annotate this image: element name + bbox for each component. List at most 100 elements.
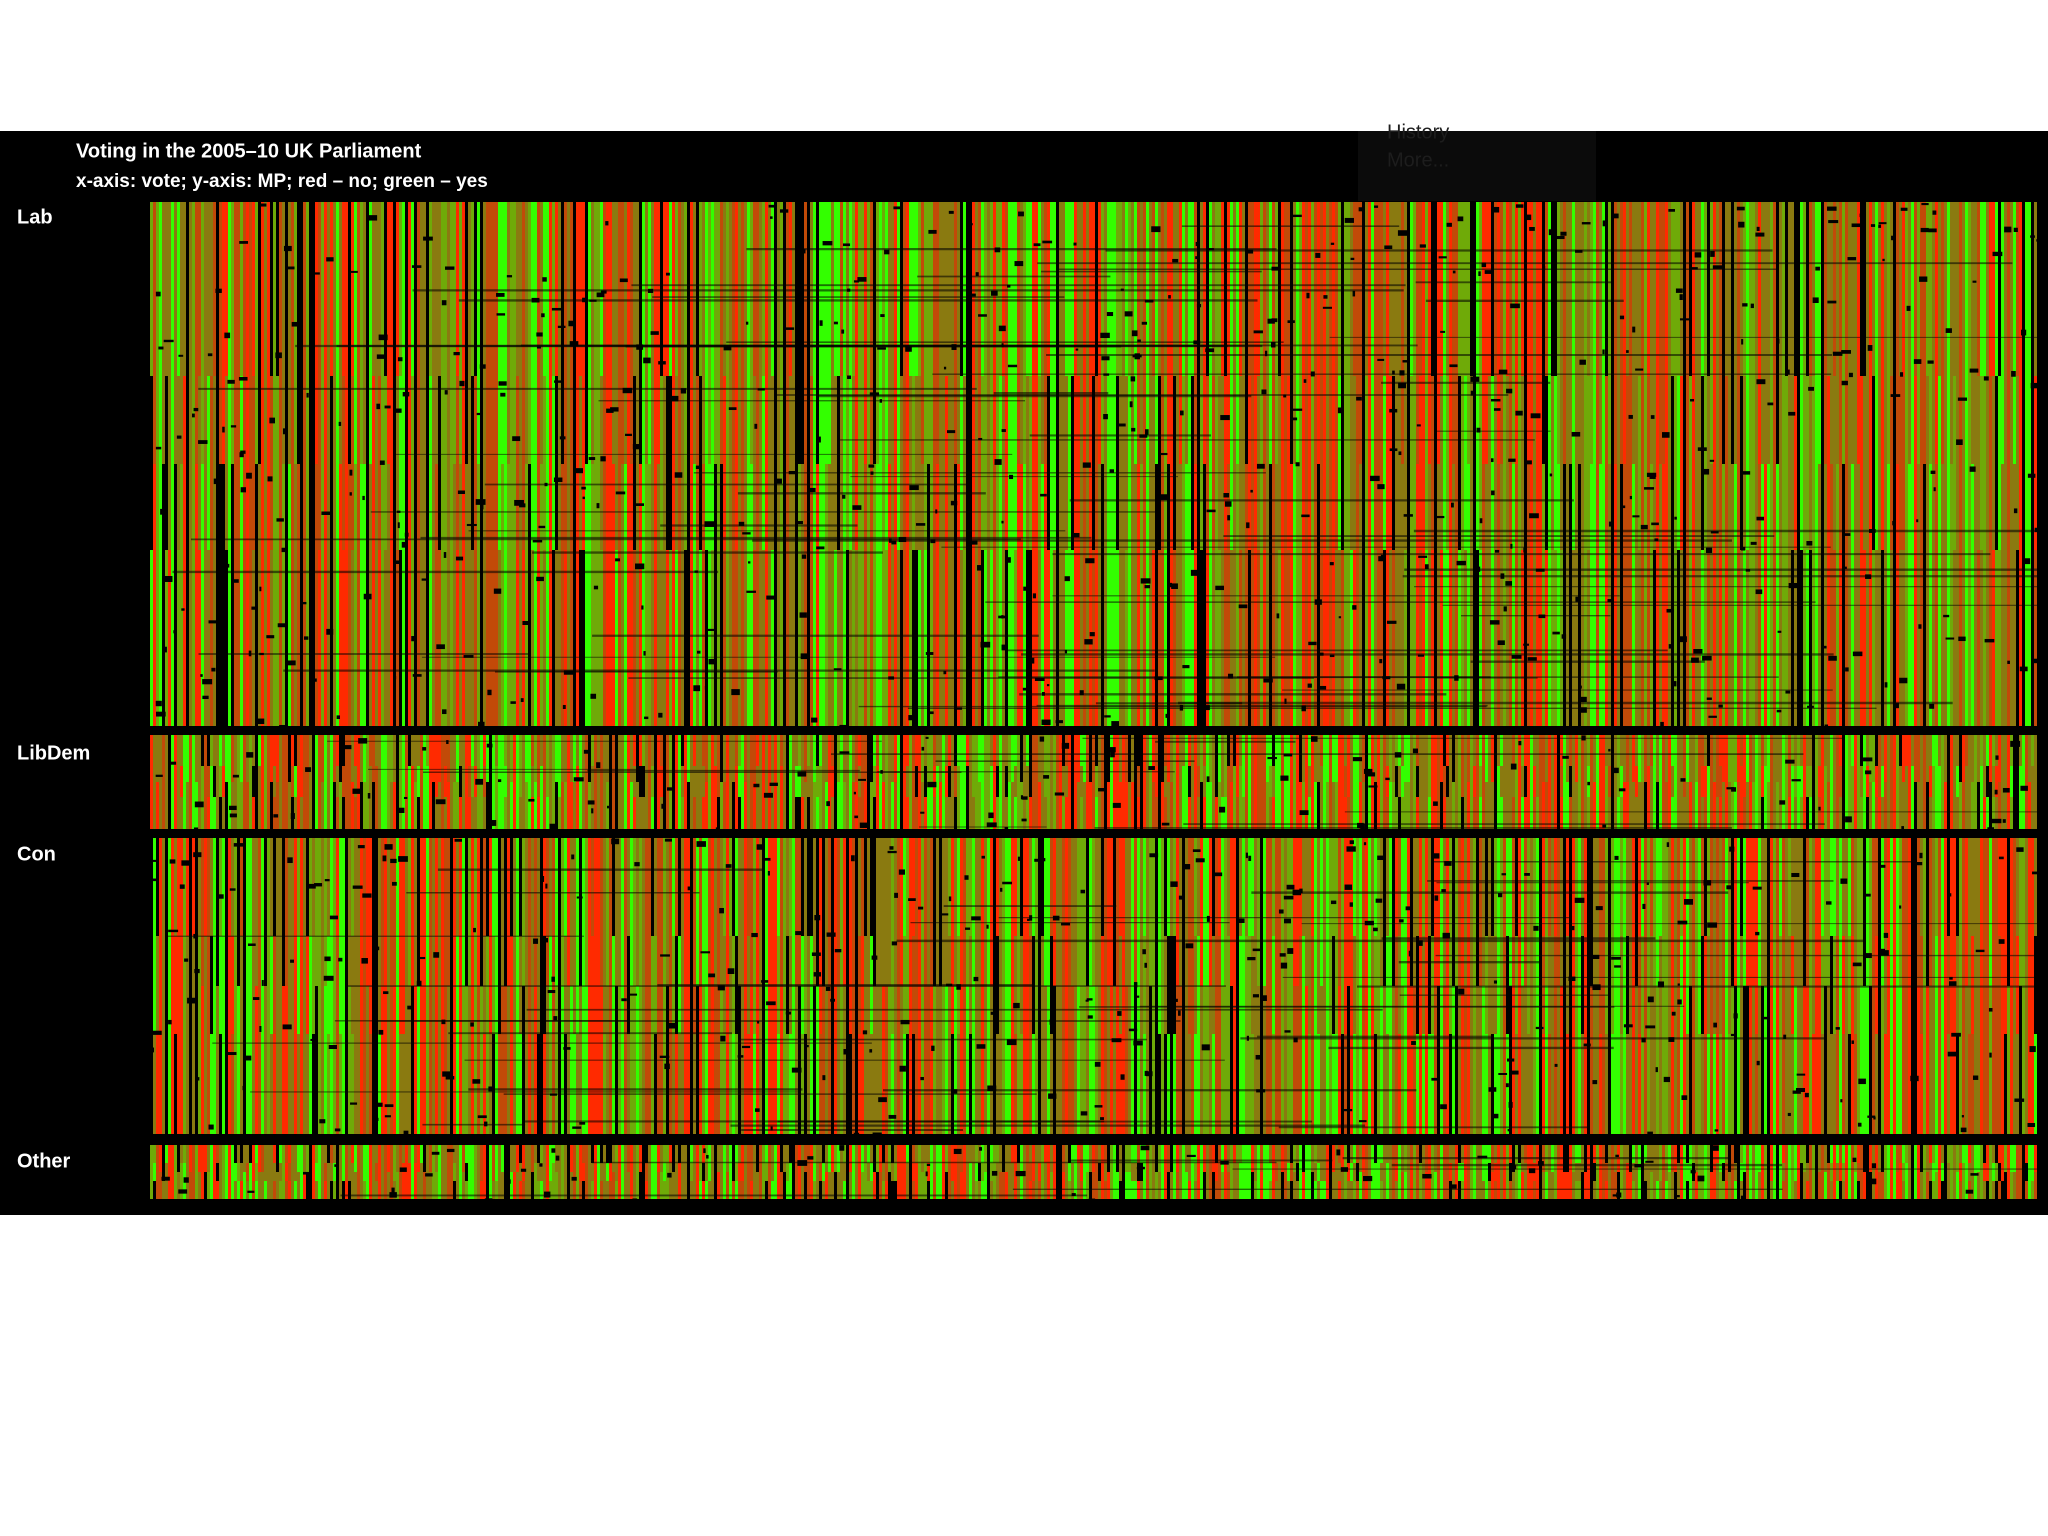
heat-cell: [1578, 735, 1581, 829]
heat-cell: [1365, 782, 1368, 829]
heat-cell: [2019, 986, 2022, 1134]
absence: [1845, 667, 1849, 672]
heat-cell: [438, 782, 441, 829]
heat-cell: [543, 838, 546, 936]
heat-cell: [174, 735, 177, 829]
heat-cell: [1635, 464, 1638, 726]
heat-cell: [1707, 766, 1710, 797]
menu-item[interactable]: History: [1387, 121, 1449, 143]
heat-cell: [591, 735, 594, 766]
heat-cell: [234, 1145, 237, 1163]
absence: [528, 798, 535, 802]
heat-cell: [966, 838, 969, 986]
heat-cell: [1995, 766, 1998, 797]
absence: [152, 878, 157, 882]
heat-cell: [1173, 766, 1176, 797]
heat-cell: [510, 782, 513, 829]
absence: [1368, 785, 1378, 788]
absence: [1890, 394, 1901, 397]
heat-cell: [1134, 735, 1137, 829]
absence: [1458, 988, 1465, 995]
heat-cell: [471, 202, 474, 376]
heat-cell: [648, 464, 651, 726]
absence: [1498, 1072, 1508, 1076]
heat-cell: [1587, 735, 1590, 766]
heat-cell: [1443, 986, 1446, 1134]
heat-cell: [969, 735, 972, 829]
heat-cell: [489, 464, 492, 726]
heat-cell: [171, 202, 174, 464]
heat-cell: [1839, 797, 1842, 829]
heat-cell: [1548, 1034, 1551, 1134]
heat-cell: [714, 838, 717, 986]
heat-cell: [2028, 782, 2031, 829]
heat-cell: [1680, 1034, 1683, 1134]
heat-cell: [723, 1034, 726, 1134]
heat-cell: [531, 550, 534, 726]
heat-cell: [1908, 838, 1911, 986]
heat-cell: [1155, 202, 1158, 464]
heat-cell: [2004, 838, 2007, 936]
heat-cell: [1497, 464, 1500, 726]
heat-cell: [231, 1145, 234, 1199]
heat-cell: [1788, 202, 1791, 464]
heat-cell: [924, 202, 927, 376]
heat-cell: [381, 202, 384, 464]
heat-cell: [1995, 550, 1998, 726]
absence: [1202, 567, 1207, 571]
absence: [889, 846, 894, 850]
heat-cell: [1542, 1034, 1545, 1134]
heat-cell: [1224, 202, 1227, 376]
heat-cell: [1095, 376, 1098, 550]
heat-cell: [1641, 735, 1644, 782]
heat-cell: [1938, 735, 1941, 766]
heat-cell: [1977, 782, 1980, 829]
heat-cell: [618, 735, 621, 782]
heat-cell: [645, 838, 648, 986]
heat-cell: [1998, 550, 2001, 726]
absence: [986, 822, 997, 828]
heat-cell: [1173, 202, 1176, 376]
heat-cell: [1806, 202, 1809, 376]
heat-cell: [696, 202, 699, 376]
absence: [229, 805, 237, 811]
absence: [1702, 655, 1712, 661]
heat-cell: [1314, 735, 1317, 782]
heat-cell: [2019, 797, 2022, 829]
heat-cell: [1077, 376, 1080, 550]
heat-cell: [1605, 1034, 1608, 1134]
heat-cell: [285, 838, 288, 986]
heat-cell: [468, 735, 471, 766]
heat-cell: [810, 838, 813, 936]
heat-cell: [438, 735, 441, 782]
heat-cell: [555, 838, 558, 986]
heat-cell: [1023, 838, 1026, 986]
heat-cell: [651, 464, 654, 726]
menu-item[interactable]: More...: [1387, 149, 1449, 171]
absence: [1344, 884, 1353, 890]
heat-cell: [1596, 735, 1599, 782]
absence: [952, 1089, 958, 1094]
heat-cell: [1443, 766, 1446, 797]
heat-cell: [1032, 202, 1035, 464]
heat-cell: [1731, 782, 1734, 829]
heat-cell: [1830, 464, 1833, 726]
heat-cell: [1491, 1034, 1494, 1134]
heat-cell: [735, 797, 738, 829]
heat-cell: [1230, 782, 1233, 829]
heat-cell: [978, 202, 981, 726]
heat-cell: [1587, 202, 1590, 376]
heat-cell: [1173, 936, 1176, 1034]
heat-cell: [1719, 376, 1722, 550]
absence: [833, 321, 838, 325]
heat-cell: [1404, 986, 1407, 1134]
absence: [1878, 222, 1887, 225]
heat-cell: [738, 797, 741, 829]
heat-cell: [1137, 735, 1140, 766]
heat-cell: [1689, 986, 1692, 1134]
heat-cell: [1884, 782, 1887, 829]
absence: [1043, 775, 1050, 779]
heat-cell: [1239, 766, 1242, 797]
absence: [1215, 585, 1224, 591]
absence: [964, 875, 969, 880]
